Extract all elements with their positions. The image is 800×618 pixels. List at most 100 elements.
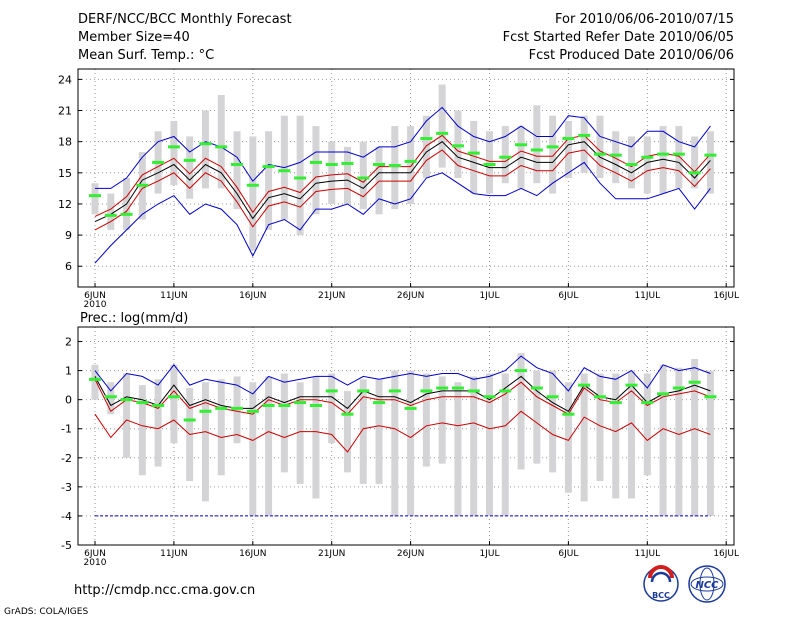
range-bar — [643, 136, 651, 194]
range-bar — [564, 120, 572, 178]
green-marker — [199, 409, 212, 413]
green-marker — [183, 158, 196, 162]
green-marker — [167, 145, 180, 149]
range-bar — [706, 370, 714, 516]
green-marker — [483, 395, 496, 399]
series-black-mean — [94, 375, 711, 412]
source-url: http://cmdp.ncc.cma.gov.cn — [74, 583, 255, 598]
green-marker — [609, 153, 622, 157]
green-marker — [436, 131, 449, 135]
range-bar — [359, 379, 367, 484]
green-marker — [278, 169, 291, 173]
green-marker — [262, 403, 275, 407]
range-bar — [391, 126, 399, 210]
range-bar — [296, 382, 304, 484]
y-tick-label: 12 — [58, 198, 72, 211]
green-marker — [357, 176, 370, 180]
green-marker — [704, 153, 717, 157]
ncc-logo: NCC — [688, 565, 726, 603]
green-marker — [688, 171, 701, 175]
green-marker — [104, 213, 117, 217]
green-marker — [89, 377, 101, 381]
green-marker — [499, 155, 512, 159]
x-tick-label: 16JUL — [713, 291, 739, 301]
green-marker — [325, 389, 338, 393]
green-marker — [215, 406, 228, 410]
temperature-frame — [77, 68, 735, 288]
range-bar — [501, 373, 509, 516]
green-marker — [515, 369, 528, 373]
green-marker — [357, 389, 370, 393]
green-marker — [625, 383, 638, 387]
member-size: Member Size=40 — [78, 30, 190, 45]
green-marker — [309, 403, 322, 407]
range-bar — [249, 382, 257, 516]
range-bar — [312, 126, 320, 215]
green-marker — [136, 401, 149, 405]
green-marker — [89, 194, 101, 198]
green-marker — [262, 165, 275, 169]
x-tick-label: 16JUN — [239, 291, 266, 301]
green-marker — [593, 152, 606, 156]
y-tick-label: -4 — [61, 510, 72, 523]
green-marker — [562, 412, 575, 416]
green-marker — [483, 163, 496, 167]
green-marker — [215, 145, 228, 149]
range-bar — [359, 141, 367, 210]
variable-label: Mean Surf. Temp.: °C — [78, 48, 214, 63]
range-bar — [628, 136, 636, 189]
range-bar — [217, 379, 225, 476]
range-bar — [154, 379, 162, 467]
range-bar — [296, 115, 304, 236]
precip-frame — [77, 326, 735, 546]
green-marker — [451, 144, 464, 148]
green-marker — [530, 386, 543, 390]
green-marker — [704, 395, 717, 399]
green-marker — [609, 401, 622, 405]
y-tick-label: 24 — [58, 73, 72, 86]
y-tick-label: -1 — [61, 423, 72, 436]
green-marker — [309, 160, 322, 164]
range-bar — [454, 382, 462, 516]
green-marker — [104, 395, 117, 399]
refer-date: Fcst Started Refer Date 2010/06/05 — [503, 30, 734, 45]
green-marker — [467, 151, 480, 155]
green-marker — [546, 395, 559, 399]
range-bar — [438, 84, 446, 168]
range-bar — [580, 115, 588, 173]
y-tick-label: 0 — [65, 394, 72, 407]
green-marker — [278, 403, 291, 407]
y-tick-label: 1 — [65, 365, 72, 378]
green-marker — [436, 386, 449, 390]
green-marker — [688, 380, 701, 384]
range-bar — [343, 146, 351, 204]
green-marker — [325, 163, 338, 167]
range-bar — [549, 370, 557, 473]
range-bar — [233, 131, 241, 210]
range-bar — [612, 131, 620, 184]
green-marker — [578, 133, 591, 137]
range-bar — [422, 115, 430, 178]
green-marker — [562, 137, 575, 141]
green-marker — [499, 389, 512, 393]
x-tick-label: 21JUN — [318, 291, 345, 301]
series-red-high — [94, 379, 711, 415]
green-marker — [294, 401, 307, 405]
green-marker — [136, 183, 149, 187]
y-tick-label: 6 — [65, 260, 72, 273]
x-tick-label: 1JUL — [480, 549, 500, 559]
range-bar — [186, 136, 194, 199]
range-bar — [91, 183, 99, 215]
temperature-panel: 6 9 12 15 18 21 24 6JUN 11JUN 16JUN 21JUN 26JUN 1JUL… — [58, 68, 739, 310]
green-marker — [420, 137, 433, 141]
range-bar — [249, 136, 257, 251]
green-marker — [388, 389, 401, 393]
green-marker — [578, 383, 591, 387]
grads-credit: GrADS: COLA/IGES — [4, 607, 88, 617]
x-tick-label: 26JUN — [397, 549, 424, 559]
x-tick-label: 21JUN — [318, 549, 345, 559]
green-marker — [388, 164, 401, 168]
green-marker — [641, 155, 654, 159]
